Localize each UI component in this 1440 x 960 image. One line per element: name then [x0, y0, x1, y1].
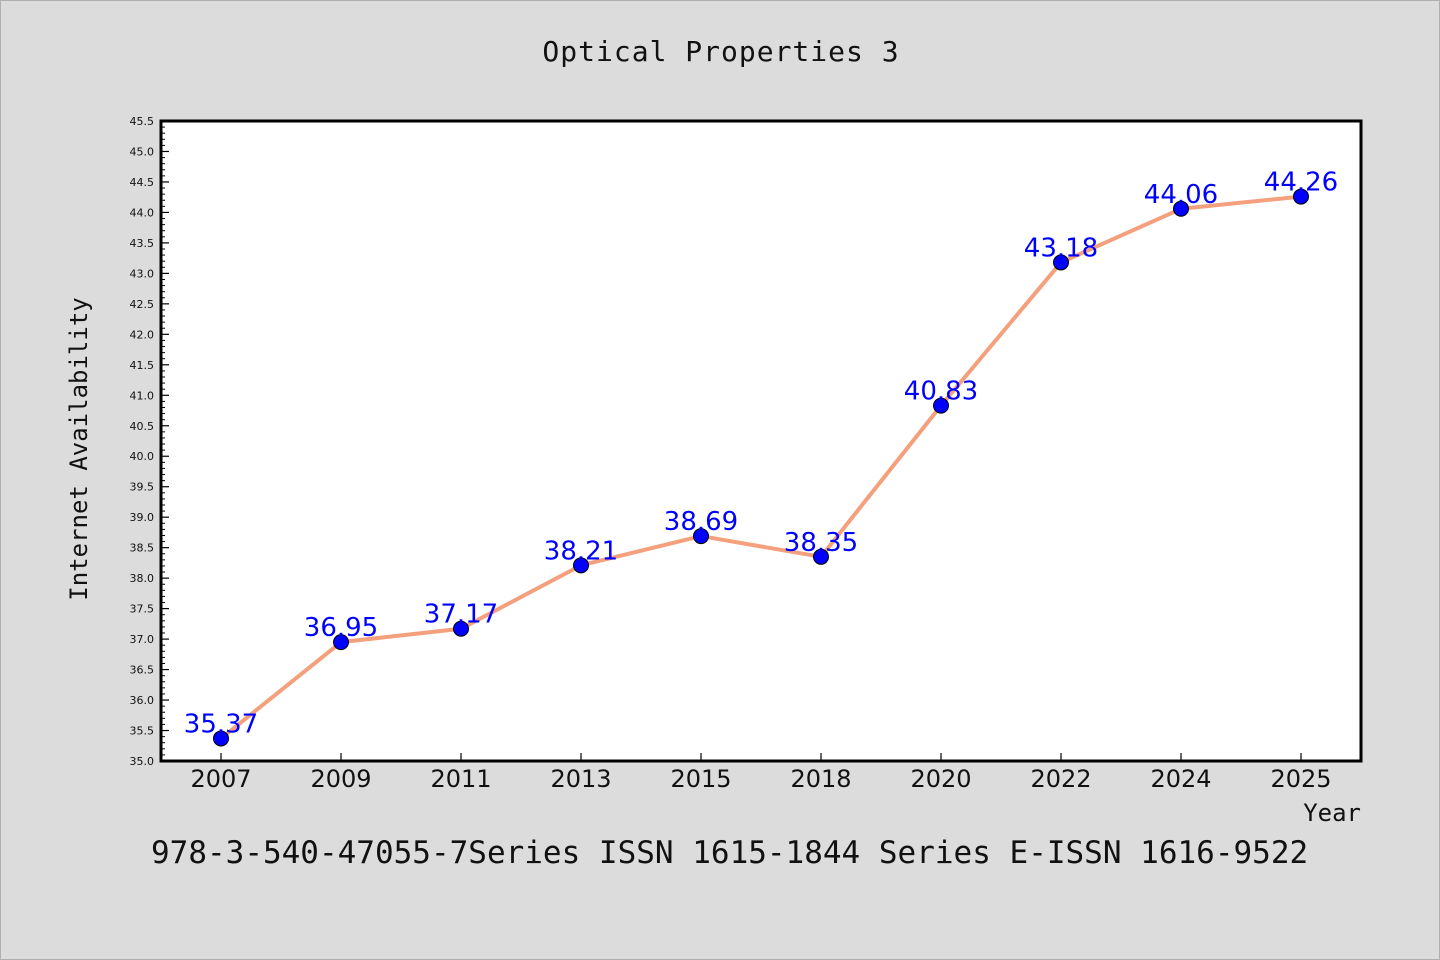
x-tick-label: 2011 [430, 765, 491, 793]
y-tick-label: 35.0 [130, 755, 155, 768]
y-tick-label: 35.5 [130, 725, 155, 738]
y-tick-label: 39.5 [130, 481, 155, 494]
x-tick-label: 2013 [550, 765, 611, 793]
data-label: 38.35 [784, 528, 858, 558]
y-tick-label: 44.5 [130, 176, 155, 189]
y-tick-label: 37.0 [130, 633, 155, 646]
x-tick-label: 2022 [1030, 765, 1091, 793]
x-tick-label: 2009 [310, 765, 371, 793]
chart-title: Optical Properties 3 [542, 35, 900, 68]
series-line [219, 194, 1302, 741]
data-point [933, 397, 949, 414]
y-tick-label: 37.5 [130, 603, 155, 616]
data-point [213, 730, 229, 747]
data-label: 43.18 [1024, 233, 1098, 263]
y-tick-label: 42.5 [130, 298, 155, 311]
data-label: 44.26 [1264, 168, 1338, 198]
data-point [1173, 200, 1189, 217]
data-label: 38.69 [664, 507, 738, 537]
y-tick-label: 39.0 [130, 511, 155, 524]
y-tick-label: 38.5 [130, 542, 155, 555]
y-tick-label: 36.0 [130, 694, 155, 707]
data-point [813, 548, 829, 565]
x-tick-label: 2025 [1270, 765, 1331, 793]
y-tick-label: 41.0 [130, 389, 155, 402]
x-tick-label: 2015 [670, 765, 731, 793]
data-point [453, 620, 469, 637]
data-label: 36.95 [304, 613, 378, 643]
y-tick-label: 43.0 [130, 267, 155, 280]
y-tick-label: 44.0 [130, 206, 155, 219]
x-axis-label: Year [1303, 799, 1361, 827]
footer-isbn-text: 978-3-540-47055-7Series ISSN 1615-1844 S… [151, 835, 1309, 871]
y-tick-label: 40.0 [130, 450, 155, 463]
y-tick-label: 45.0 [130, 145, 155, 158]
x-tick-label: 2020 [910, 765, 971, 793]
y-tick-label: 40.5 [130, 420, 155, 433]
y-tick-label: 36.5 [130, 664, 155, 677]
data-label: 35.37 [184, 709, 258, 739]
x-tick-label: 2018 [790, 765, 851, 793]
data-point [333, 634, 349, 651]
y-tick-label: 45.5 [130, 115, 155, 128]
y-tick-label: 41.5 [130, 359, 155, 372]
plot-area [159, 119, 1363, 763]
data-point [693, 528, 709, 545]
y-tick-label: 42.0 [130, 328, 155, 341]
data-point [1293, 188, 1309, 205]
x-tick-label: 2024 [1150, 765, 1211, 793]
series-markers [213, 188, 1309, 747]
y-tick-label: 38.0 [130, 572, 155, 585]
data-label: 44.06 [1144, 180, 1218, 210]
data-point [573, 557, 589, 574]
data-labels: 35.37 36.95 37.17 38.21 38.69 38.35 40.83 43.18… [184, 168, 1338, 740]
x-tick-label: 2007 [190, 765, 251, 793]
data-point [1053, 254, 1069, 271]
y-tick-label: 43.5 [130, 237, 155, 250]
y-axis-label: Internet Availability [65, 297, 93, 600]
x-axis: 2007 2009 2011 2013 2015 2018 2020 2022 2024 2025 [190, 753, 1332, 793]
data-label: 37.17 [424, 600, 498, 630]
y-axis: 35.0 35.5 36.0 36.5 37.0 37.5 38.0 38.5 39.0 39.5… [130, 115, 169, 768]
data-label: 40.83 [904, 377, 978, 407]
data-label: 38.21 [544, 536, 618, 566]
